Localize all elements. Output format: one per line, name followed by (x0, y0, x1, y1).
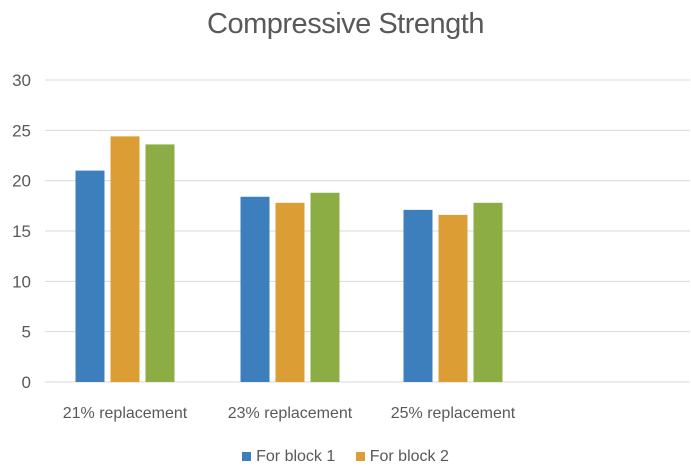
y-tick-label: 0 (22, 373, 31, 392)
legend-label-series-2: For block 2 (369, 448, 449, 465)
legend-item-series-2: For block 2 (355, 448, 449, 466)
y-tick-label: 15 (12, 222, 31, 241)
x-tick-label: 21% replacement (63, 405, 188, 422)
bar-series-2 (275, 202, 305, 382)
bar-series-1 (240, 196, 270, 382)
legend-swatch-series-2 (355, 452, 365, 462)
bar-series-3 (145, 144, 175, 382)
bar-series-1 (75, 170, 105, 382)
y-tick-label: 10 (12, 272, 31, 291)
bar-series-2 (438, 214, 468, 382)
bar-series-3 (310, 192, 340, 382)
y-tick-label: 20 (12, 172, 31, 191)
legend: For block 1 For block 2 (0, 448, 691, 466)
legend-item-series-1: For block 1 (242, 448, 335, 466)
y-tick-label: 5 (22, 323, 31, 342)
chart-title: Compressive Strength (207, 8, 484, 40)
bar-series-3 (473, 202, 503, 382)
y-tick-label: 30 (12, 71, 31, 90)
y-tick-label: 25 (12, 121, 31, 140)
legend-swatch-series-1 (242, 452, 252, 462)
bar-series-1 (403, 209, 433, 382)
x-tick-label: 25% replacement (391, 405, 516, 422)
bar-series-2 (110, 136, 140, 382)
x-tick-label: 23% replacement (228, 405, 353, 422)
legend-label-series-1: For block 1 (256, 448, 336, 465)
